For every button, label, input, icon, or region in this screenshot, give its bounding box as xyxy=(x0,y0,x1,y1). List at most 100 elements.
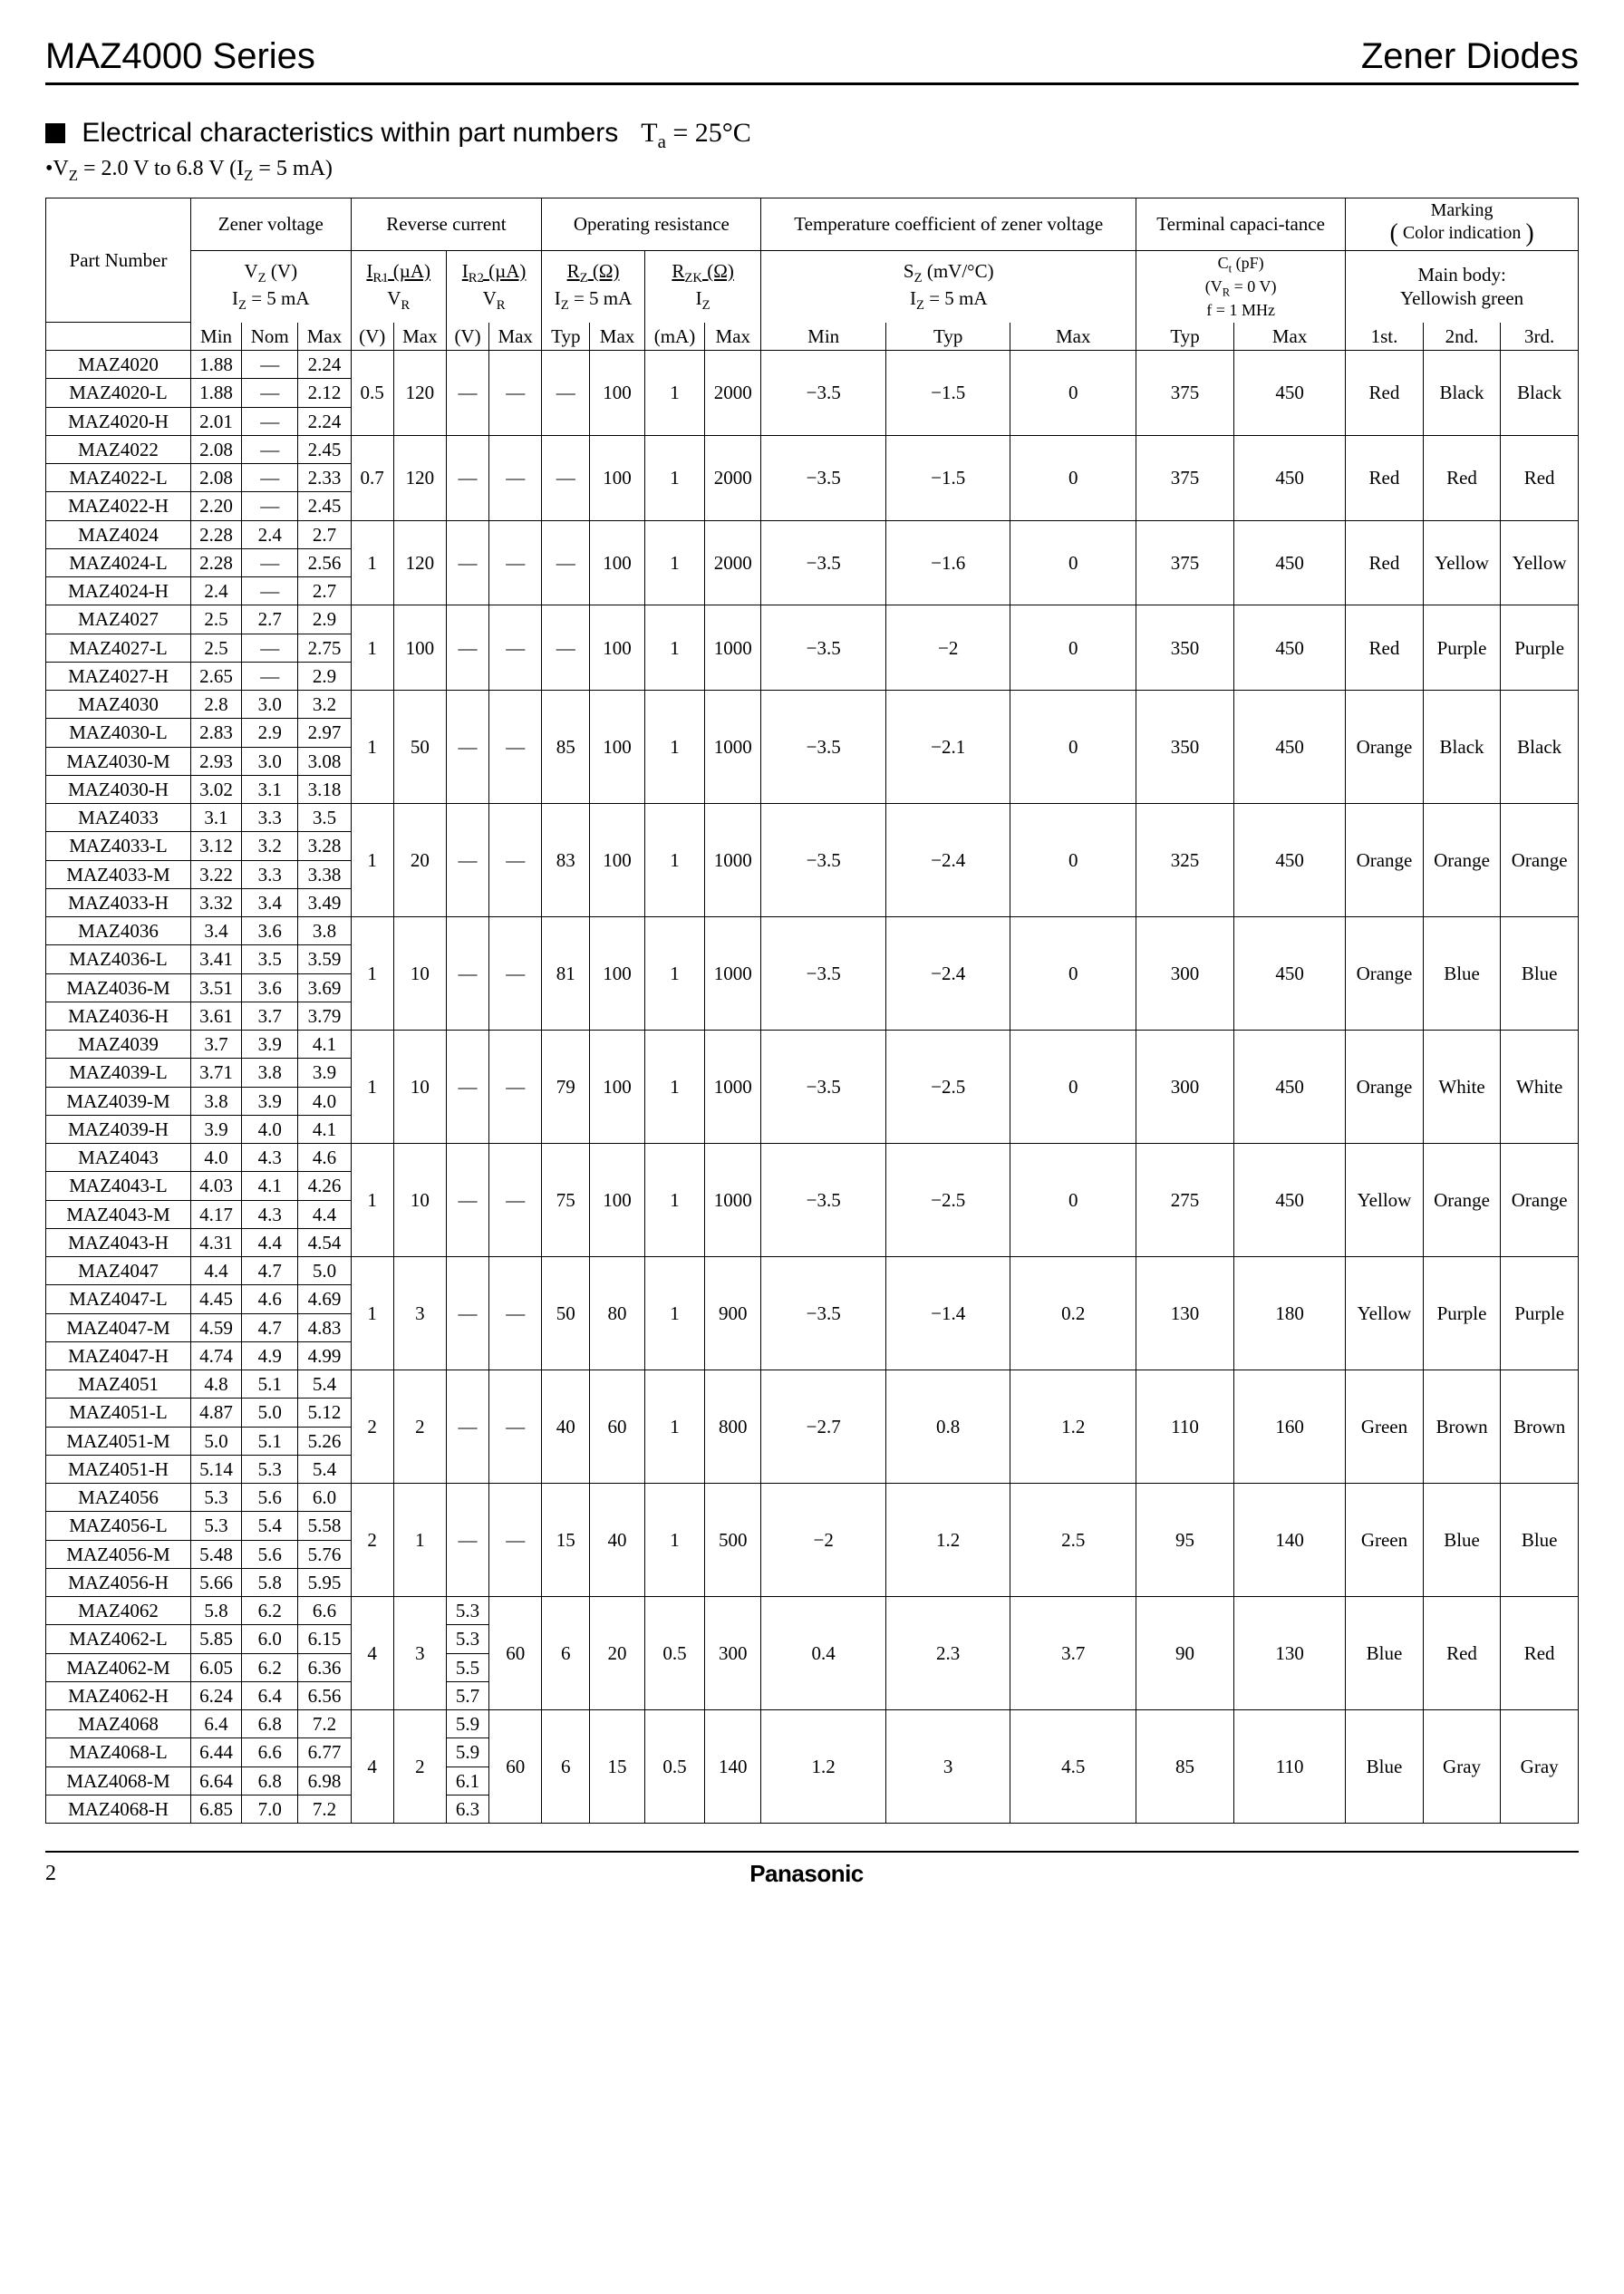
cell-vz-nom: 6.8 xyxy=(242,1766,298,1795)
cell-sz-max: 0 xyxy=(1010,1144,1136,1257)
lbl-nom: Nom xyxy=(242,323,298,351)
cell-ir1-max: 10 xyxy=(393,917,446,1031)
cell-vz-max: 2.75 xyxy=(298,634,351,662)
cell-vz-min: 2.4 xyxy=(191,577,242,605)
cell-rz-typ: 75 xyxy=(542,1144,590,1257)
sub-sz: SZ (mV/°C) IZ = 5 mA xyxy=(761,250,1136,323)
cell-vz-max: 6.6 xyxy=(298,1597,351,1625)
cell-vz-max: 2.24 xyxy=(298,351,351,379)
cell-rzk-max: 2000 xyxy=(705,351,761,436)
cell-ct-max: 450 xyxy=(1234,605,1346,691)
cell-sz-min: 1.2 xyxy=(761,1710,885,1824)
cell-vz-nom: 6.6 xyxy=(242,1738,298,1766)
cell-ct-max: 450 xyxy=(1234,917,1346,1031)
sub-ir1: IR1 (µA) VR xyxy=(351,250,446,323)
cell-vz-nom: 3.6 xyxy=(242,917,298,945)
cell-rzk-max: 1000 xyxy=(705,804,761,917)
cell-mark-1: Green xyxy=(1346,1484,1424,1597)
cell-vz-nom: — xyxy=(242,407,298,435)
cell-ir2-vr: 5.9 xyxy=(446,1738,488,1766)
cell-part-number: MAZ4062-M xyxy=(46,1653,191,1681)
sub-vz: VZ (V) IZ = 5 mA xyxy=(191,250,352,323)
table-row: MAZ40434.04.34.6110——7510011000−3.5−2.50… xyxy=(46,1144,1579,1172)
cell-part-number: MAZ4033-H xyxy=(46,888,191,916)
cell-ir2-vr: — xyxy=(446,691,488,804)
cell-ir2-max: — xyxy=(489,435,542,520)
cell-sz-min: −3.5 xyxy=(761,1031,885,1144)
cell-ir2-vr: 6.3 xyxy=(446,1795,488,1823)
cell-vz-min: 1.88 xyxy=(191,351,242,379)
cell-vz-min: 2.20 xyxy=(191,492,242,520)
cell-vz-max: 2.12 xyxy=(298,379,351,407)
spec-table: Part Number Zener voltage Reverse curren… xyxy=(45,198,1579,1824)
cell-sz-min: −2 xyxy=(761,1484,885,1597)
cell-part-number: MAZ4036-H xyxy=(46,1002,191,1030)
cell-part-number: MAZ4047-M xyxy=(46,1313,191,1341)
cell-ct-max: 180 xyxy=(1234,1257,1346,1370)
cell-vz-min: 2.08 xyxy=(191,464,242,492)
cell-vz-max: 2.7 xyxy=(298,520,351,548)
cell-ir1-vr: 1 xyxy=(351,520,393,605)
cell-sz-typ: −1.4 xyxy=(885,1257,1010,1370)
cell-ir2-max: — xyxy=(489,1484,542,1597)
cell-vz-min: 3.8 xyxy=(191,1087,242,1115)
lbl-3rd: 3rd. xyxy=(1501,323,1579,351)
cell-ir1-max: 10 xyxy=(393,1031,446,1144)
cell-vz-min: 3.71 xyxy=(191,1059,242,1087)
cell-vz-min: 1.88 xyxy=(191,379,242,407)
cell-vz-nom: 3.9 xyxy=(242,1087,298,1115)
cell-rz-typ: 81 xyxy=(542,917,590,1031)
cell-ir2-max: — xyxy=(489,1370,542,1484)
cell-vz-nom: 5.6 xyxy=(242,1540,298,1568)
cell-vz-min: 2.83 xyxy=(191,719,242,747)
cell-part-number: MAZ4043-M xyxy=(46,1200,191,1228)
table-row: MAZ40393.73.94.1110——7910011000−3.5−2.50… xyxy=(46,1031,1579,1059)
cell-sz-min: −3.5 xyxy=(761,1257,885,1370)
cell-part-number: MAZ4020-L xyxy=(46,379,191,407)
cell-vz-nom: 5.0 xyxy=(242,1399,298,1427)
cell-part-number: MAZ4068-H xyxy=(46,1795,191,1823)
cell-ir1-vr: 0.7 xyxy=(351,435,393,520)
cell-part-number: MAZ4033 xyxy=(46,804,191,832)
cell-part-number: MAZ4022-H xyxy=(46,492,191,520)
cell-rzk-max: 1000 xyxy=(705,1031,761,1144)
table-row: MAZ40242.282.42.71120———10012000−3.5−1.6… xyxy=(46,520,1579,548)
cell-sz-max: 3.7 xyxy=(1010,1597,1136,1710)
cell-rzk-iz: 1 xyxy=(644,1144,704,1257)
cell-vz-max: 3.69 xyxy=(298,973,351,1002)
table-row: MAZ40514.85.15.422——40601800−2.70.81.211… xyxy=(46,1370,1579,1399)
cell-part-number: MAZ4068 xyxy=(46,1710,191,1738)
cell-rz-max: 100 xyxy=(590,1144,645,1257)
cell-vz-max: 4.26 xyxy=(298,1172,351,1200)
cell-mark-1: Blue xyxy=(1346,1710,1424,1824)
cell-ct-max: 450 xyxy=(1234,1144,1346,1257)
lbl-typ1: Typ xyxy=(542,323,590,351)
cell-part-number: MAZ4068-L xyxy=(46,1738,191,1766)
cell-rz-typ: 15 xyxy=(542,1484,590,1597)
cell-part-number: MAZ4027 xyxy=(46,605,191,634)
cell-vz-min: 5.0 xyxy=(191,1427,242,1455)
table-row: MAZ40363.43.63.8110——8110011000−3.5−2.40… xyxy=(46,917,1579,945)
cell-vz-max: 3.79 xyxy=(298,1002,351,1030)
lbl-2nd: 2nd. xyxy=(1423,323,1501,351)
cell-sz-typ: −2.4 xyxy=(885,917,1010,1031)
cell-vz-max: 2.45 xyxy=(298,435,351,463)
cell-part-number: MAZ4043 xyxy=(46,1144,191,1172)
cell-mark-3: White xyxy=(1501,1031,1579,1144)
table-row: MAZ40302.83.03.2150——8510011000−3.5−2.10… xyxy=(46,691,1579,719)
voltage-range-note: •VZ = 2.0 V to 6.8 V (IZ = 5 mA) xyxy=(45,157,1579,185)
cell-rz-typ: — xyxy=(542,435,590,520)
cell-mark-1: Green xyxy=(1346,1370,1424,1484)
cell-mark-2: Red xyxy=(1423,1597,1501,1710)
cell-part-number: MAZ4036-L xyxy=(46,945,191,973)
cell-vz-min: 4.8 xyxy=(191,1370,242,1399)
col-resist: Operating resistance xyxy=(542,198,761,250)
cell-mark-3: Red xyxy=(1501,435,1579,520)
cell-vz-max: 5.95 xyxy=(298,1568,351,1596)
cell-mark-2: Purple xyxy=(1423,1257,1501,1370)
cell-vz-nom: 3.0 xyxy=(242,691,298,719)
cell-sz-typ: −2.5 xyxy=(885,1144,1010,1257)
cell-vz-nom: 4.0 xyxy=(242,1115,298,1143)
cell-sz-max: 4.5 xyxy=(1010,1710,1136,1824)
cell-vz-max: 5.4 xyxy=(298,1370,351,1399)
